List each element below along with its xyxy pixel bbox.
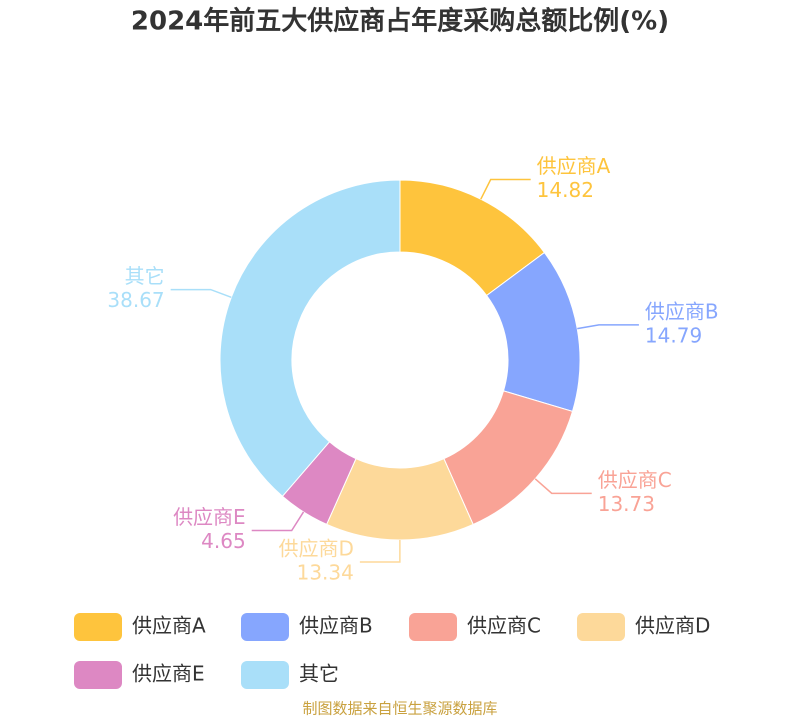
legend-swatch	[74, 661, 122, 689]
leader-line	[359, 539, 401, 563]
legend-label: 供应商B	[299, 614, 373, 638]
leader-line	[170, 288, 232, 298]
leader-line	[480, 178, 531, 200]
legend-label: 其它	[299, 662, 339, 686]
value-label: 13.73	[598, 492, 655, 516]
legend-swatch	[241, 661, 289, 689]
legend-swatch	[577, 613, 625, 641]
slice-label: 供应商D	[278, 536, 353, 560]
legend-swatch	[241, 613, 289, 641]
value-label: 14.79	[645, 323, 702, 347]
leader-line	[534, 478, 592, 495]
value-label: 13.34	[297, 560, 354, 584]
legend-label: 供应商C	[467, 614, 541, 638]
leader-line	[577, 324, 639, 330]
chart-title: 2024年前五大供应商占年度采购总额比例(%)	[131, 6, 669, 37]
slice-label: 其它	[125, 264, 165, 288]
leader-line	[251, 511, 305, 532]
legend-label: 供应商D	[635, 614, 710, 638]
value-label: 38.67	[107, 288, 164, 312]
legend-label: 供应商E	[132, 662, 205, 686]
value-label: 4.65	[201, 529, 246, 553]
slice-label: 供应商E	[173, 505, 246, 529]
legend-swatch	[74, 613, 122, 641]
slice-label: 供应商A	[537, 154, 611, 178]
value-label: 14.82	[537, 178, 594, 202]
source-note: 制图数据来自恒生聚源数据库	[302, 700, 497, 718]
slice-label: 供应商C	[598, 468, 672, 492]
slice-label: 供应商B	[645, 299, 719, 323]
slice	[219, 179, 401, 497]
legend-swatch	[409, 613, 457, 641]
legend-label: 供应商A	[132, 614, 206, 638]
